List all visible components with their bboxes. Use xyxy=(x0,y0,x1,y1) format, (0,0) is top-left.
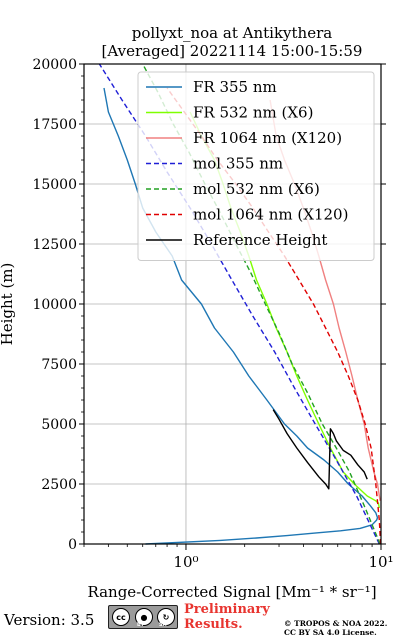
attribution-icon: ● xyxy=(135,608,153,626)
x-tick-label: 10¹ xyxy=(368,553,393,571)
legend-label-5: mol 1064 nm (X120) xyxy=(193,206,348,224)
y-tick-label: 2500 xyxy=(41,477,77,493)
y-tick-label: 10000 xyxy=(32,297,77,313)
series-line-6 xyxy=(272,409,368,490)
y-tick-label: 20000 xyxy=(32,57,77,73)
preliminary-notice: Preliminary Results. xyxy=(184,602,270,632)
chart-plot: pollyxt_noa at Antikythera [Averaged] 20… xyxy=(0,24,394,600)
preliminary-line-2: Results. xyxy=(184,617,243,632)
copyright-notice: © TROPOS & NOA 2022. CC BY SA 4.0 Licens… xyxy=(284,619,387,637)
cc-license-badge[interactable]: cc ● ↻ BY SA xyxy=(108,605,178,629)
chart-subtitle: [Averaged] 20221114 15:00-15:59 xyxy=(102,42,363,60)
legend-label-4: mol 532 nm (X6) xyxy=(193,180,320,198)
legend-label-2: FR 1064 nm (X120) xyxy=(193,129,342,147)
cc-logo-icon: cc xyxy=(112,608,130,626)
legend-label-6: Reference Height xyxy=(193,231,327,249)
series-line-3 xyxy=(98,63,380,545)
y-tick-label: 15000 xyxy=(32,177,77,193)
y-axis-label: Height (m) xyxy=(0,263,16,346)
x-axis-label: Range-Corrected Signal [Mm⁻¹ * sr⁻¹] xyxy=(87,583,376,600)
share-alike-icon: ↻ xyxy=(157,608,175,626)
copyright-line-2: CC BY SA 4.0 License. xyxy=(284,628,377,637)
legend-label-1: FR 532 nm (X6) xyxy=(193,104,313,122)
y-tick-label: 17500 xyxy=(32,117,77,133)
legend-label-0: FR 355 nm xyxy=(193,78,277,96)
y-tick-label: 7500 xyxy=(41,357,77,373)
badge-by-text: BY xyxy=(137,622,145,628)
x-tick-label: 10⁰ xyxy=(173,553,198,571)
y-tick-label: 0 xyxy=(68,537,77,553)
legend-box xyxy=(137,71,375,261)
y-tick-label: 12500 xyxy=(32,237,77,253)
y-tick-label: 5000 xyxy=(41,417,77,433)
legend-label-3: mol 355 nm xyxy=(193,155,283,173)
axes: 0 2500 5000 7500 10000 12500 15000 17500 20000 10… xyxy=(32,57,393,571)
series-line-4 xyxy=(142,63,381,545)
copyright-line-1: © TROPOS & NOA 2022. xyxy=(284,619,388,628)
chart-title: pollyxt_noa at Antikythera xyxy=(132,24,332,42)
preliminary-line-1: Preliminary xyxy=(184,602,270,617)
legend: FR 355 nm FR 532 nm (X6) FR 1064 nm (X120)… xyxy=(137,71,375,261)
badge-sa-text: SA xyxy=(159,622,167,628)
version-label: Version: 3.5 xyxy=(4,611,95,629)
